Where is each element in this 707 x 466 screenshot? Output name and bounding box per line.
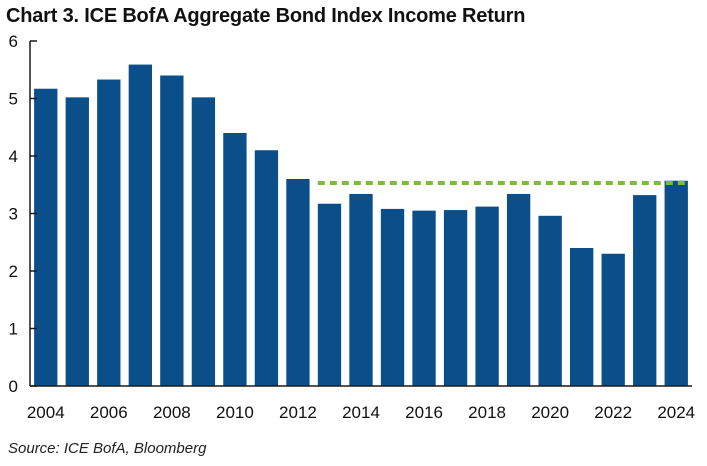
bar-2015: [380, 208, 405, 386]
bar-2014: [349, 193, 373, 386]
bar-2018: [475, 206, 499, 386]
x-tick-label: 2020: [531, 403, 569, 422]
y-tick-label: 6: [9, 32, 18, 51]
bar-2006: [97, 79, 121, 386]
x-tick-labels: 2004 2006 2008 2010 2012 2014 2016 2018 2020 2022…: [27, 403, 695, 422]
bar-2009: [191, 97, 216, 386]
x-tick-label: 2022: [594, 403, 632, 422]
x-tick-label: 2004: [27, 403, 65, 422]
bar-2016: [412, 210, 436, 387]
y-tick-label: 0: [9, 377, 18, 396]
bar-2005: [65, 97, 89, 386]
bar-2023: [633, 195, 657, 386]
bar-2021: [570, 248, 594, 386]
chart-title: Chart 3. ICE BofA Aggregate Bond Index I…: [6, 5, 526, 27]
bar-2020: [538, 215, 562, 386]
x-tick-label: 2014: [342, 403, 380, 422]
bar-2004: [34, 88, 58, 386]
bar-2017: [443, 210, 468, 386]
y-tick-label: 2: [9, 262, 18, 281]
y-tick-labels: 0 1 2 3 4 5 6: [9, 32, 37, 396]
bar-2024: [664, 180, 688, 386]
x-tick-label: 2012: [279, 403, 317, 422]
bar-2010: [223, 133, 247, 386]
x-tick-label: 2024: [657, 403, 695, 422]
y-tick-label: 3: [9, 205, 18, 224]
bar-2008: [160, 75, 184, 386]
x-tick-label: 2010: [216, 403, 254, 422]
bar-2007: [128, 64, 152, 386]
bars-group: [34, 64, 688, 387]
bar-2022: [601, 253, 625, 386]
bar-2019: [506, 193, 531, 386]
x-tick-label: 2016: [405, 403, 443, 422]
bar-2012: [286, 179, 310, 386]
source-note: Source: ICE BofA, Bloomberg: [8, 440, 207, 457]
x-tick-label: 2008: [153, 403, 191, 422]
y-tick-label: 1: [9, 320, 18, 339]
bar-2013: [317, 203, 342, 386]
x-tick-label: 2018: [468, 403, 506, 422]
y-tick-label: 5: [9, 90, 18, 109]
bar-2011: [254, 150, 279, 386]
x-tick-label: 2006: [90, 403, 128, 422]
y-tick-label: 4: [9, 147, 18, 166]
